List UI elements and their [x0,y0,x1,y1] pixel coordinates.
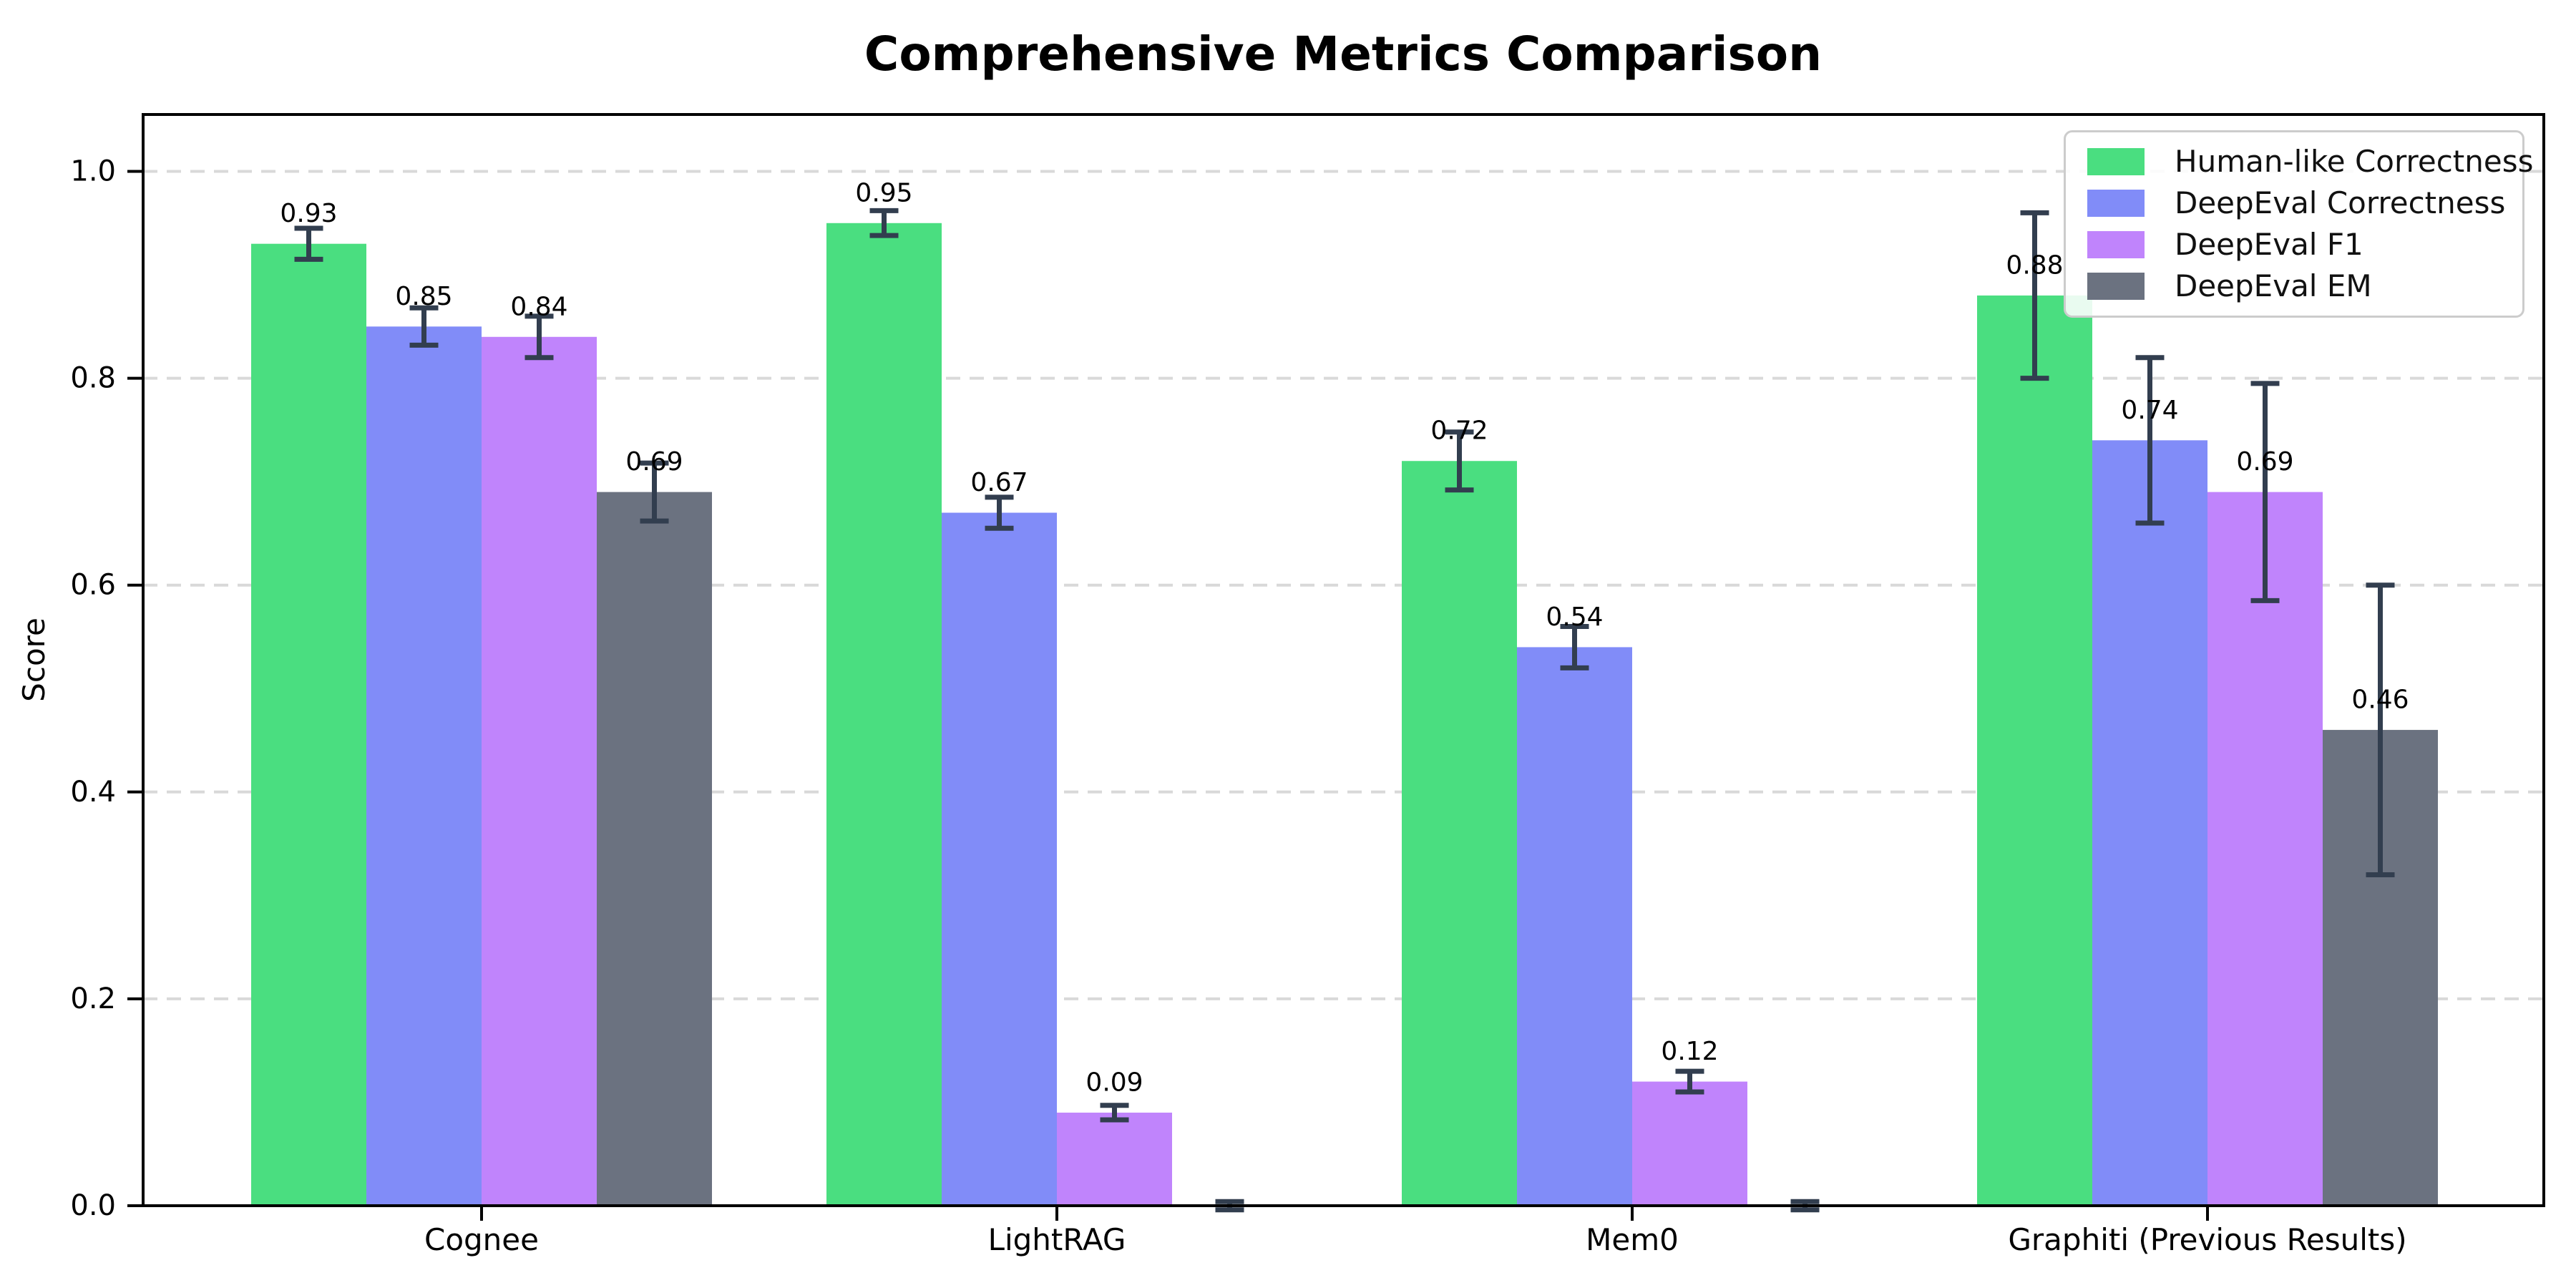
x-tick-label: LightRAG [988,1222,1126,1257]
bar-value-label: 0.85 [395,282,452,311]
bar [482,336,597,1206]
y-tick-label: 0.6 [70,569,116,602]
bar-value-label: 0.93 [280,199,337,228]
x-tick-label: Mem0 [1586,1222,1679,1257]
bar-value-label: 0.54 [1546,602,1603,632]
bar [2207,492,2323,1206]
bar-value-label: 0.69 [2236,447,2293,477]
bar [597,492,712,1206]
bar [826,223,942,1206]
bar [1977,295,2092,1206]
bar [366,326,482,1206]
bar-value-label: 0.46 [2351,686,2409,715]
legend-label: DeepEval F1 [2175,227,2363,262]
y-tick-label: 0.8 [70,362,116,395]
legend-item: DeepEval Correctness [2087,183,2505,223]
bar [1057,1112,1172,1206]
legend-swatch-deepeval-f1 [2087,231,2145,258]
bars-layer [251,223,2438,1206]
legend-label: DeepEval Correctness [2175,185,2506,220]
chart-title: Comprehensive Metrics Comparison [864,26,1822,82]
bar [1402,461,1517,1206]
bar [2092,440,2207,1206]
bar-value-label: 0.69 [625,447,683,477]
bar-value-labels-layer: 0.93 0.95 0.72 0.88 0.85 0.67 0.54 0.74 0.84 0.09… [280,178,2409,1097]
bar-value-label: 0.12 [1661,1037,1718,1066]
bar [942,512,1057,1206]
bar-value-label: 0.84 [510,292,567,321]
legend-item: DeepEval EM [2087,266,2501,306]
legend-item: Human-like Correctness [2087,142,2534,182]
bar-value-label: 0.67 [970,468,1028,497]
y-tick-label: 0.4 [70,776,116,809]
axes-spines [142,113,2545,1207]
legend-label: Human-like Correctness [2175,144,2534,179]
error-bars-layer [294,208,2395,1213]
bar-value-label: 0.09 [1085,1068,1143,1097]
bar [1517,647,1632,1206]
legend-item: DeepEval F1 [2087,225,2501,265]
y-tick-label: 0.0 [70,1189,116,1222]
legend-swatch-deepeval-em [2087,273,2145,300]
y-tick-label: 0.2 [70,982,116,1015]
legend-swatch-deepeval-correctness [2087,190,2145,217]
y-axis-label: Score [16,618,52,702]
bar-value-label: 0.74 [2121,396,2178,425]
bar-value-label: 0.88 [2006,250,2063,280]
bar-value-label: 0.95 [855,178,912,208]
bar [1632,1081,1747,1206]
axes-layer: 0.0 0.2 0.4 0.6 0.8 1.0 Cognee LightRAG Mem0 Grap… [70,113,2545,1257]
legend-swatch-human-like-correctness [2087,148,2145,175]
y-tick-label: 1.0 [70,155,116,188]
x-tick-label: Cognee [424,1222,539,1257]
x-tick-label: Graphiti (Previous Results) [2008,1222,2406,1257]
legend: Human-like Correctness DeepEval Correctn… [2064,130,2534,318]
legend-label: DeepEval EM [2175,268,2372,303]
bar-value-label: 0.72 [1430,416,1488,446]
bar [251,243,366,1206]
